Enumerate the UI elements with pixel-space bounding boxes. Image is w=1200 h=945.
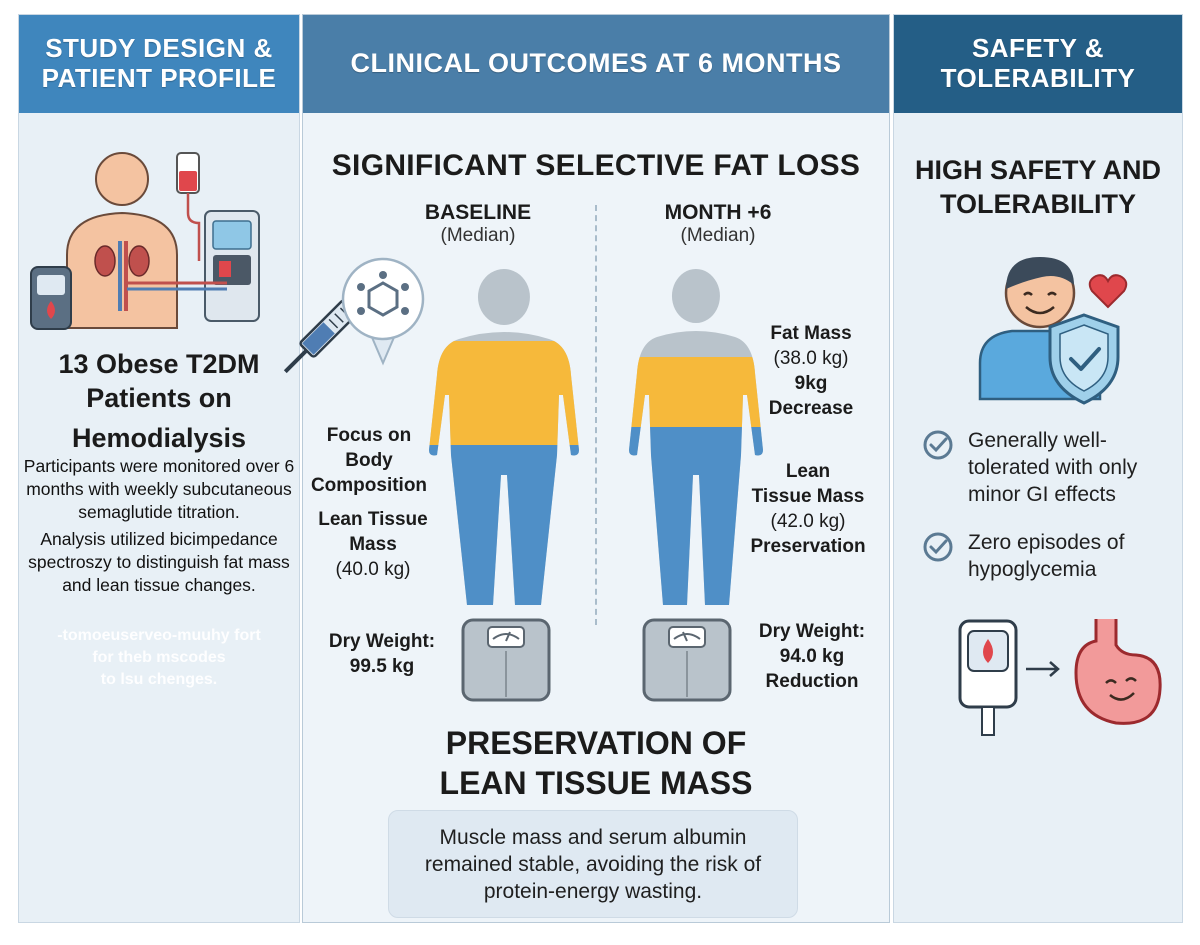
patient-profile-title-line3: Hemodialysis	[71, 423, 247, 453]
check-circle-icon	[923, 532, 953, 562]
patient-profile-title: 13 Obese T2DM Patients on Hemodialysis	[19, 347, 299, 455]
safety-header-text: SAFETY & TOLERABILITY	[940, 33, 1136, 93]
month6-fat-change: 9kg Decrease	[768, 373, 854, 419]
safety-title: HIGH SAFETY AND TOLERABILITY	[894, 153, 1182, 221]
month6-fat-value: (38.0 kg)	[773, 348, 849, 369]
month6-heading: MONTH +6 (Median)	[633, 201, 803, 247]
patient-profile-title-line2: Patients on	[86, 383, 232, 413]
baseline-lean-group: Lean Tissue Mass (40.0 kg)	[307, 507, 439, 582]
study-description-para2: Analysis utilized bicimpedance spectrosz…	[28, 529, 290, 595]
clinical-outcomes-header: CLINICAL OUTCOMES AT 6 MONTHS	[303, 15, 889, 113]
column-divider	[595, 205, 597, 625]
bathroom-scale-icon-month6	[642, 618, 732, 702]
month6-dry-label: Dry Weight:	[758, 621, 866, 642]
arrow-right-icon	[1026, 661, 1060, 677]
baseline-heading: BASELINE (Median)	[393, 201, 563, 247]
safety-check-text: Generally well-tolerated with only minor…	[968, 429, 1138, 506]
lean-preservation-title-line1: PRESERVATION OF	[445, 725, 747, 761]
safety-check-item: Generally well-tolerated with only minor…	[923, 427, 1174, 508]
faded-text-line2: for theb mscodes	[92, 649, 226, 666]
bathroom-scale-icon	[461, 618, 551, 702]
safety-title-line1: HIGH SAFETY AND	[914, 155, 1162, 185]
clinical-outcomes-header-text: CLINICAL OUTCOMES AT 6 MONTHS	[350, 48, 842, 79]
clinical-outcomes-panel: CLINICAL OUTCOMES AT 6 MONTHS SIGNIFICAN…	[283, 14, 890, 923]
baseline-dry-value: 99.5 kg	[349, 656, 415, 677]
faded-text: -tomoeuserveo-muuhy fort for theb mscode…	[27, 625, 291, 691]
month6-heading-sub: (Median)	[680, 225, 756, 246]
month6-lean-label: Lean Tissue Mass	[751, 461, 865, 507]
happy-stomach-icon	[1074, 619, 1162, 725]
lean-preservation-title-line2: LEAN TISSUE MASS	[439, 765, 753, 801]
shield-check-icon	[1048, 313, 1120, 405]
study-design-header: STUDY DESIGN & PATIENT PROFILE	[19, 15, 299, 113]
safety-header: SAFETY & TOLERABILITY	[894, 15, 1182, 113]
faded-text-line1: -tomoeuserveo-muuhy fort	[57, 627, 261, 644]
heart-icon	[1088, 274, 1128, 309]
focus-label: Focus on Body Composition	[310, 425, 428, 496]
safety-check-item: Zero episodes of hypoglycemia	[923, 529, 1174, 583]
safety-check-text: Zero episodes of hypoglycemia	[968, 531, 1125, 581]
molecule-icon	[341, 257, 425, 366]
safety-title-line2: TOLERABILITY	[939, 189, 1136, 219]
study-design-header-text: STUDY DESIGN & PATIENT PROFILE	[41, 33, 277, 93]
month6-fat-label: Fat Mass	[770, 323, 852, 344]
month6-lean-group: Lean Tissue Mass (42.0 kg) Preservation	[735, 459, 881, 559]
month6-lean-change: Preservation	[750, 536, 866, 557]
study-design-panel: STUDY DESIGN & PATIENT PROFILE 13 Obese …	[18, 14, 300, 923]
baseline-dry-weight: Dry Weight: 99.5 kg	[307, 629, 457, 679]
lean-preservation-title: PRESERVATION OF LEAN TISSUE MASS	[303, 723, 889, 803]
month6-dry-change: Reduction	[765, 671, 859, 692]
month6-lean-value: (42.0 kg)	[770, 511, 846, 532]
patient-dialysis-icon	[66, 152, 260, 329]
fat-loss-title: SIGNIFICANT SELECTIVE FAT LOSS	[331, 149, 861, 182]
patient-profile-title-line1: 13 Obese T2DM	[58, 349, 260, 379]
baseline-dry-label: Dry Weight:	[328, 631, 436, 652]
month6-heading-label: MONTH +6	[664, 201, 772, 224]
baseline-heading-sub: (Median)	[440, 225, 516, 246]
month6-fat-group: Fat Mass (38.0 kg) 9kg Decrease	[741, 321, 881, 421]
glucometer-icon	[958, 619, 1018, 736]
month6-body-figure	[629, 269, 763, 605]
baseline-heading-label: BASELINE	[424, 201, 532, 224]
glucometer-icon	[30, 266, 72, 330]
month6-dry-weight: Dry Weight: 94.0 kg Reduction	[739, 619, 885, 694]
baseline-lean-value: (40.0 kg)	[335, 559, 411, 580]
study-description-para1: Participants were monitored over 6 month…	[23, 456, 295, 522]
baseline-body-figure	[429, 269, 579, 605]
check-circle-icon	[923, 430, 953, 460]
baseline-lean-label: Lean Tissue Mass	[318, 509, 428, 555]
safety-panel: SAFETY & TOLERABILITY HIGH SAFETY AND TO…	[893, 14, 1183, 923]
albumin-callout: Muscle mass and serum albumin remained s…	[388, 810, 798, 918]
study-description: Participants were monitored over 6 month…	[19, 455, 299, 601]
faded-text-line3: to lsu chenges.	[100, 671, 218, 688]
month6-dry-value: 94.0 kg	[779, 646, 845, 667]
